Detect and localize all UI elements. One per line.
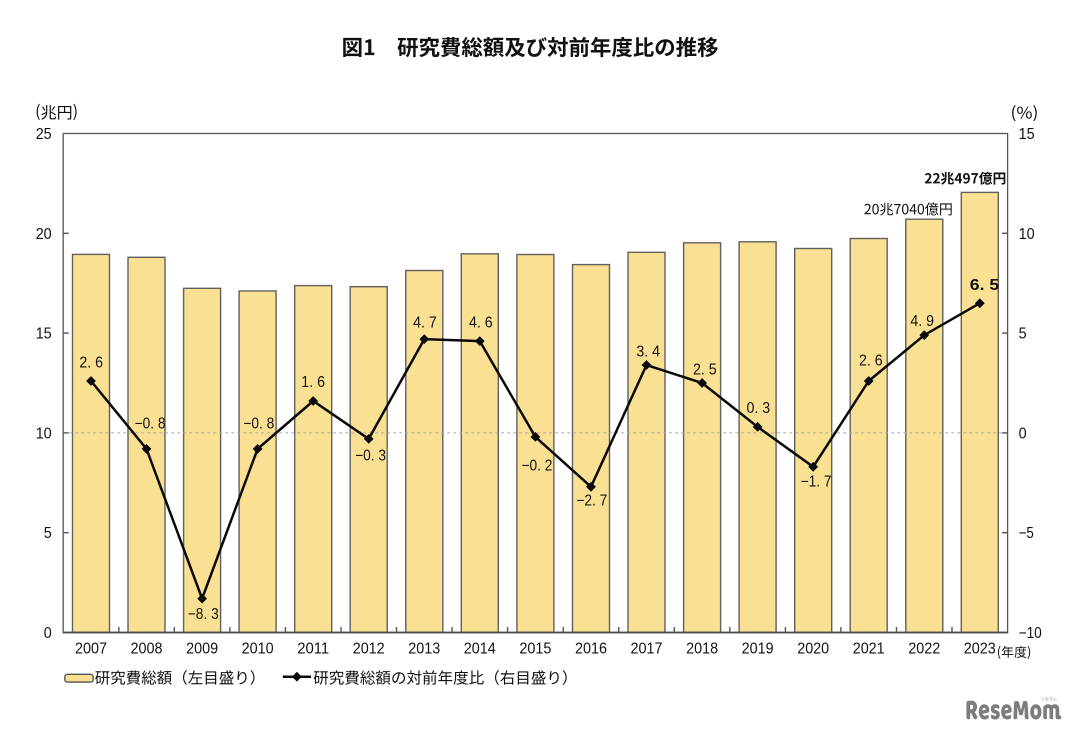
svg-text:2022: 2022 (908, 640, 940, 657)
svg-text:10: 10 (1019, 226, 1035, 243)
svg-text:−5: −5 (1019, 525, 1034, 542)
svg-text:−0. 2: −0. 2 (522, 458, 553, 475)
svg-text:20: 20 (36, 226, 52, 243)
svg-text:2011: 2011 (297, 640, 329, 657)
svg-text:2. 6: 2. 6 (859, 352, 883, 369)
svg-text:2015: 2015 (519, 640, 551, 657)
svg-text:2013: 2013 (408, 640, 440, 657)
svg-text:2019: 2019 (742, 640, 774, 657)
svg-text:−0. 8: −0. 8 (135, 415, 166, 432)
svg-text:3. 4: 3. 4 (636, 344, 660, 361)
svg-text:15: 15 (36, 326, 52, 343)
svg-text:4. 6: 4. 6 (469, 314, 493, 331)
svg-text:0: 0 (1019, 425, 1027, 442)
svg-text:4. 9: 4. 9 (910, 313, 934, 330)
svg-text:2014: 2014 (464, 640, 496, 657)
svg-text:2018: 2018 (686, 640, 718, 657)
svg-text:2020: 2020 (797, 640, 829, 657)
svg-text:−2. 7: −2. 7 (576, 493, 607, 510)
svg-text:2007: 2007 (75, 640, 107, 657)
svg-text:5: 5 (1019, 326, 1027, 343)
svg-text:2012: 2012 (353, 640, 385, 657)
svg-text:2009: 2009 (186, 640, 218, 657)
svg-text:−0. 3: −0. 3 (355, 448, 386, 465)
svg-text:2016: 2016 (575, 640, 607, 657)
svg-text:2021: 2021 (853, 640, 885, 657)
svg-text:25: 25 (36, 126, 52, 143)
svg-text:−8. 3: −8. 3 (188, 606, 219, 623)
svg-text:0. 3: 0. 3 (747, 400, 771, 417)
svg-text:1. 6: 1. 6 (301, 374, 325, 391)
svg-text:0: 0 (44, 625, 52, 642)
svg-text:2008: 2008 (131, 640, 163, 657)
svg-text:−1. 7: −1. 7 (801, 474, 832, 491)
svg-text:6. 5: 6. 5 (970, 277, 1000, 294)
svg-text:2023: 2023 (964, 640, 996, 657)
svg-text:10: 10 (36, 425, 52, 442)
svg-text:2017: 2017 (631, 640, 663, 657)
svg-text:2010: 2010 (242, 640, 274, 657)
svg-text:15: 15 (1019, 126, 1035, 143)
svg-text:2. 6: 2. 6 (79, 354, 103, 371)
svg-text:5: 5 (44, 525, 52, 542)
svg-text:−0. 8: −0. 8 (243, 415, 274, 432)
svg-text:−10: −10 (1019, 625, 1043, 642)
svg-text:4. 7: 4. 7 (413, 314, 437, 331)
svg-text:2. 5: 2. 5 (693, 361, 717, 378)
